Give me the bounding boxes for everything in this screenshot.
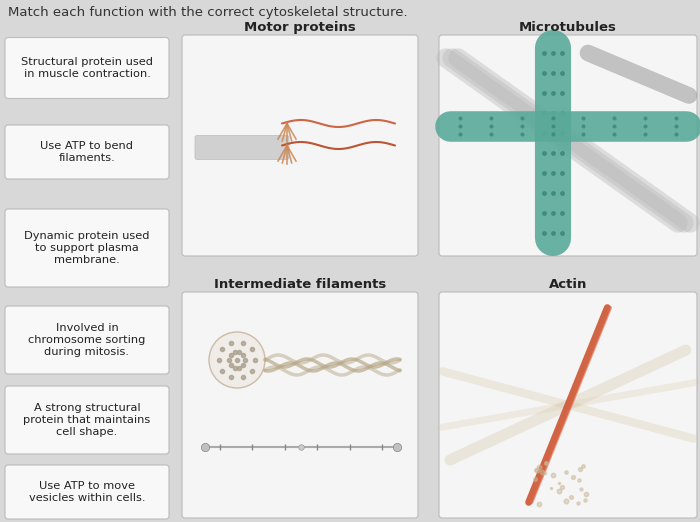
FancyBboxPatch shape <box>182 35 418 256</box>
FancyBboxPatch shape <box>5 38 169 99</box>
Text: Structural protein used
in muscle contraction.: Structural protein used in muscle contra… <box>21 57 153 79</box>
Circle shape <box>209 332 265 388</box>
Text: A strong structural
protein that maintains
cell shape.: A strong structural protein that maintai… <box>23 402 150 437</box>
FancyBboxPatch shape <box>439 292 697 518</box>
Text: Use ATP to move
vesicles within cells.: Use ATP to move vesicles within cells. <box>29 481 146 503</box>
Text: Actin: Actin <box>549 278 587 291</box>
Text: Microtubules: Microtubules <box>519 21 617 34</box>
Text: Match each function with the correct cytoskeletal structure.: Match each function with the correct cyt… <box>8 6 407 19</box>
Text: Motor proteins: Motor proteins <box>244 21 356 34</box>
FancyBboxPatch shape <box>182 292 418 518</box>
Text: Intermediate filaments: Intermediate filaments <box>214 278 386 291</box>
FancyBboxPatch shape <box>5 125 169 179</box>
FancyBboxPatch shape <box>5 209 169 287</box>
FancyBboxPatch shape <box>439 35 697 256</box>
FancyBboxPatch shape <box>5 386 169 454</box>
Text: Use ATP to bend
filaments.: Use ATP to bend filaments. <box>41 141 134 163</box>
FancyBboxPatch shape <box>195 136 289 160</box>
FancyBboxPatch shape <box>5 306 169 374</box>
Text: Involved in
chromosome sorting
during mitosis.: Involved in chromosome sorting during mi… <box>28 323 146 358</box>
Text: Dynamic protein used
to support plasma
membrane.: Dynamic protein used to support plasma m… <box>25 231 150 265</box>
FancyBboxPatch shape <box>5 465 169 519</box>
